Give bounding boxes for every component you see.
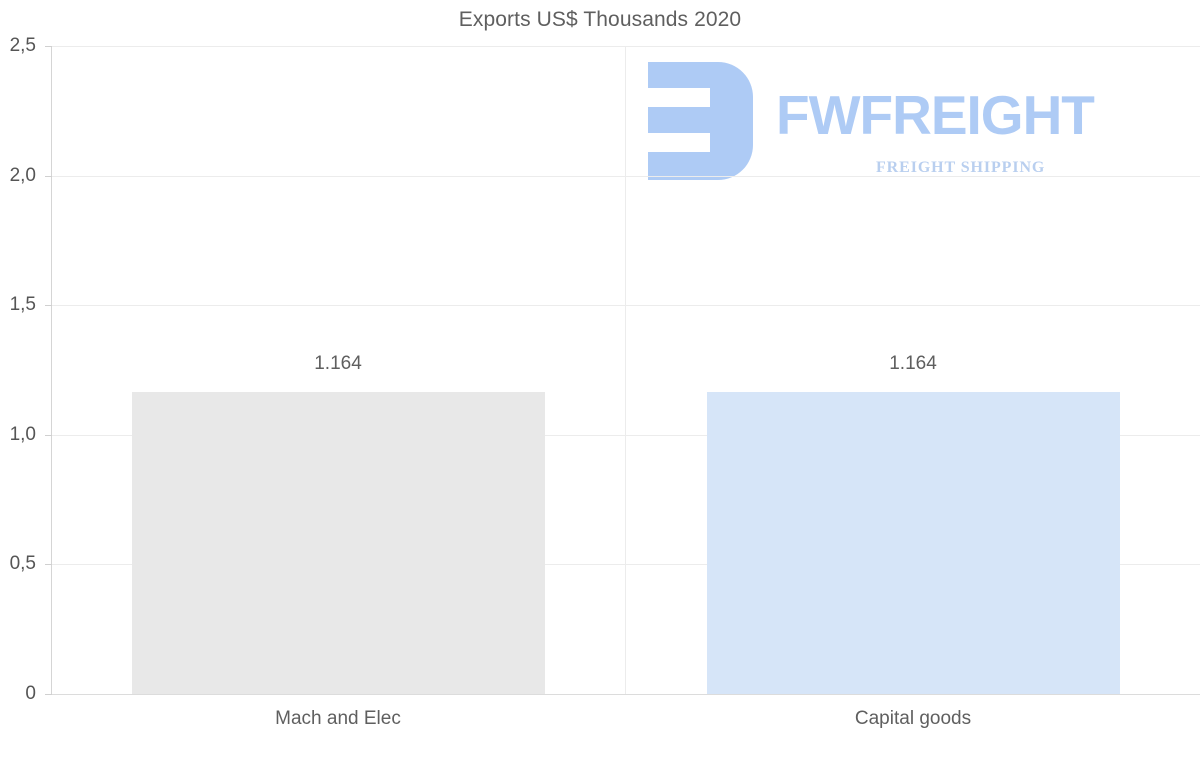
y-axis-tick-label: 2,5	[9, 35, 36, 56]
bar-value-label: 1.164	[889, 353, 937, 375]
y-axis-tick-label: 2,0	[9, 164, 36, 186]
x-axis-category-label: Capital goods	[854, 708, 972, 729]
category-divider-gridline	[625, 46, 626, 694]
gridline-y-0	[51, 694, 1200, 695]
watermark-tagline: FREIGHT SHIPPING	[876, 159, 1046, 176]
tick-mark-y-3	[45, 305, 52, 307]
y-axis-tick-label: 0	[25, 683, 36, 704]
watermark-wordmark: FWFREIGHT	[776, 84, 1095, 146]
tick-mark-y-2	[45, 434, 52, 436]
tick-mark-y-1	[45, 564, 52, 566]
fwfreight-logo-icon	[648, 62, 753, 180]
y-axis-tick-label: 1,5	[9, 294, 36, 316]
bar-value-label: 1.164	[314, 353, 362, 375]
tick-mark-y-5	[45, 46, 52, 47]
y-axis-tick-label: 1,0	[9, 423, 36, 445]
y-axis-tick-label: 0,5	[9, 553, 36, 575]
tick-mark-y-0	[45, 694, 52, 695]
bar-capital-goods[interactable]	[707, 392, 1120, 694]
x-axis-category-label: Mach and Elec	[275, 708, 401, 729]
tick-mark-y-4	[45, 175, 52, 177]
page-title: Exports US$ Thousands 2020	[458, 8, 742, 31]
fwfreight-watermark: FWFREIGHT FREIGHT SHIPPING	[648, 62, 1144, 187]
y-axis-line	[51, 46, 52, 694]
bar-mach-and-elec[interactable]	[132, 392, 545, 694]
